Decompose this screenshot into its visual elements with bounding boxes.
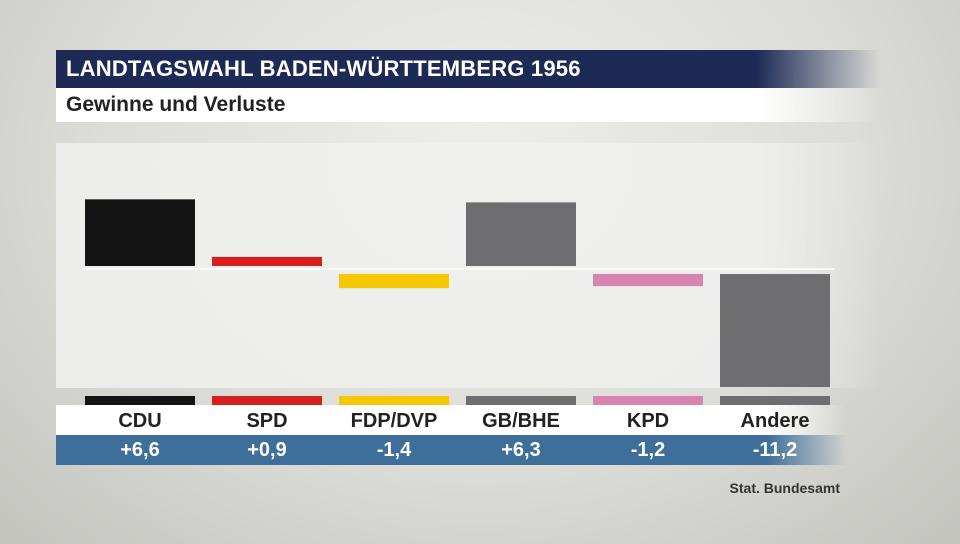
color-key-spd bbox=[212, 396, 322, 405]
category-label: Andere bbox=[740, 410, 810, 432]
color-key-fdp-dvp bbox=[339, 396, 449, 405]
color-key-kpd bbox=[593, 396, 703, 405]
category-label: GB/BHE bbox=[482, 410, 560, 432]
bar-gb-bhe bbox=[466, 202, 576, 266]
source-note: Stat. Bundesamt bbox=[729, 480, 840, 496]
category-label: SPD bbox=[246, 410, 288, 432]
bar-spd bbox=[212, 256, 322, 266]
value-label: +6,6 bbox=[120, 439, 160, 461]
category-label-strip bbox=[56, 405, 846, 435]
bar-cdu bbox=[85, 199, 195, 266]
value-label: -11,2 bbox=[752, 439, 798, 461]
bar-kpd bbox=[593, 274, 703, 287]
color-key-cdu bbox=[85, 396, 195, 405]
category-label: FDP/DVP bbox=[350, 410, 438, 432]
value-label: -1,2 bbox=[630, 439, 666, 461]
value-label: +0,9 bbox=[247, 439, 287, 461]
category-label: CDU bbox=[118, 410, 162, 432]
color-key-andere bbox=[720, 396, 830, 405]
chart-title: LANDTAGSWAHL BADEN-WÜRTTEMBERG 1956 bbox=[56, 50, 880, 88]
value-label: -1,4 bbox=[376, 439, 412, 461]
category-label: KPD bbox=[626, 410, 670, 432]
color-key-gb-bhe bbox=[466, 396, 576, 405]
chart-subtitle: Gewinne und Verluste bbox=[56, 88, 880, 122]
bar-fdp-dvp bbox=[339, 274, 449, 289]
value-label-strip bbox=[56, 435, 846, 465]
value-label: +6,3 bbox=[501, 439, 541, 461]
bar-andere bbox=[720, 274, 830, 388]
